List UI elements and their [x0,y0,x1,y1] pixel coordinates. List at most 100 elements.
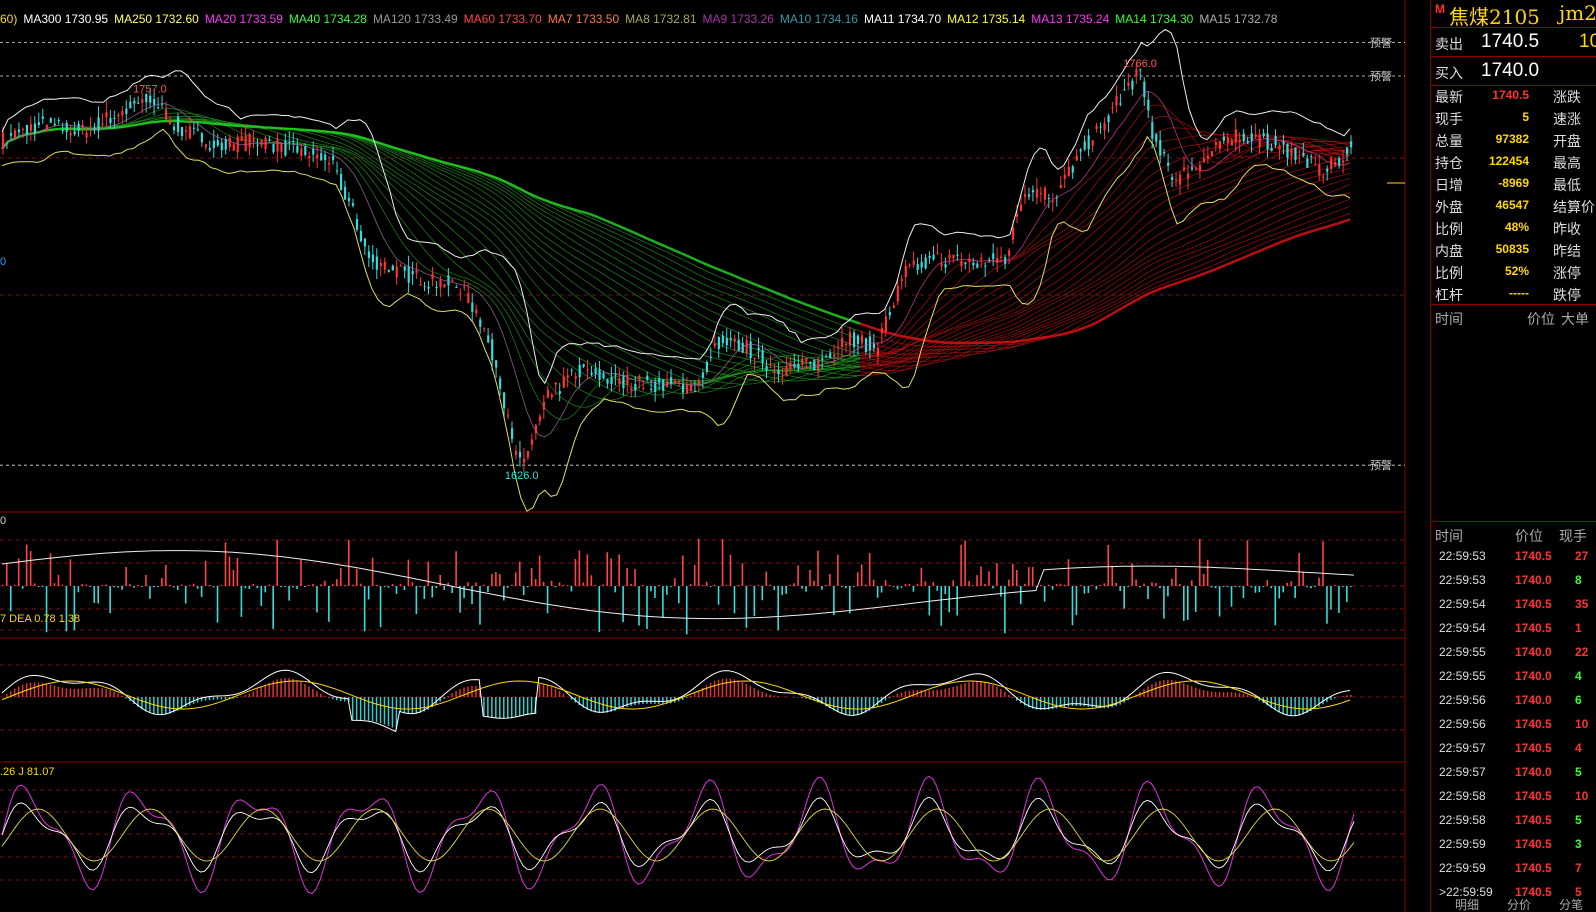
candle-body [495,360,498,368]
macd-bar [1075,697,1078,706]
volume-bar [141,586,143,588]
volume-bar [510,584,513,586]
volume-bar [1238,586,1241,588]
tick-list[interactable]: 22:59:53 1740.5 27 22:59:53 1740.0 8 22:59:54 1… [1431,544,1596,904]
macd-bar [304,684,306,697]
tick-price: 1740.0 [1515,765,1552,779]
candle-body [320,153,323,161]
macd-bar [359,697,362,720]
tab-1[interactable]: 分价 [1507,898,1532,912]
volume-bar [363,586,366,632]
ma-line [860,115,1351,359]
volume-bar [733,586,736,614]
candle-body [1119,103,1122,105]
sell-row[interactable]: 卖出 1740.5 10 [1431,28,1596,57]
macd-bar [646,697,648,704]
candle-body [602,373,605,379]
tick-qty: 5 [1575,765,1582,779]
macd-bar [284,678,286,697]
macd-bar [582,697,585,708]
volume-bar [89,586,92,588]
macd-bar [1179,681,1181,697]
macd-bar [666,697,668,704]
macd-bar [737,680,740,697]
volume-bar [69,559,72,586]
quote-label-2: 跌停 [1553,287,1581,303]
macd-bar [165,697,167,715]
candle-body [904,265,907,278]
candle-body [220,142,223,151]
volume-bar [650,586,652,592]
tab-0[interactable]: 明细 [1455,898,1480,912]
volume-bar [972,584,974,586]
instrument-header[interactable]: M 焦煤2105 jm21 [1431,0,1596,29]
volume-bar [1294,586,1296,599]
quote-panel: M 焦煤2105 jm21 卖出 1740.5 10 买入 1740.0 最新 1… [1430,0,1596,912]
tick-time: >22:59:59 [1439,885,1493,899]
volume-bar [296,586,298,589]
volume-bar [1027,567,1030,586]
ma-line [860,184,1351,363]
macd-bar [33,682,36,697]
candle-body [1091,140,1094,146]
macd-bar [642,697,644,704]
macd-bar [97,687,99,697]
macd-bar [892,695,895,697]
candle-body [785,366,788,376]
candle-body [332,156,335,161]
candle-body [654,381,657,392]
candle-body [717,336,720,350]
candle-body [153,98,156,106]
volume-bar [781,586,783,596]
candle-body [594,368,597,374]
ma-legend-item: MA15 1732.78 [1199,12,1278,26]
candle-body [988,259,991,261]
macd-bar [487,697,489,717]
macd-bar [586,697,589,710]
macd-bar [813,697,815,701]
macd-bar [371,697,374,722]
macd-bar [701,687,704,697]
macd-bar [1334,697,1336,699]
candle-body [797,363,800,369]
quote-value: 1740.5 [1492,88,1529,102]
macd-bar [169,697,171,714]
volume-bar [888,585,891,586]
candle-body [9,133,13,136]
volume-bar [1218,586,1221,617]
macd-bar [85,688,88,697]
macd-bar [860,697,863,715]
volume-bar [1171,578,1173,586]
candle-body [777,370,780,375]
volume-bar [25,544,28,586]
macd-bar [713,681,716,697]
macd-bar [888,697,891,699]
macd-bar [399,697,402,713]
buy-row[interactable]: 买入 1740.0 [1431,57,1596,86]
tick-row: 22:59:56 1740.5 10 [1431,712,1596,736]
quote-label: 持仓 [1435,155,1463,171]
macd-bar [757,690,760,697]
volume-bar [1334,584,1336,586]
macd-bar [976,680,978,697]
ma-line [1,120,860,394]
candle-body [37,122,40,125]
macd-bar [1012,697,1014,698]
candle-body [829,353,832,358]
volume-bar [85,584,88,586]
quote-row: 日增 -8969 最低 [1431,172,1596,194]
tick-row: 22:59:55 1740.0 22 [1431,640,1596,664]
macd-bar [5,694,8,697]
candle-body [1262,133,1265,136]
volume-bar [884,580,887,586]
candle-body [813,359,816,371]
ma-legend-item: MA300 1730.95 [23,12,109,26]
volume-bar [793,583,795,586]
volume-bar [145,574,147,586]
ma-line [860,135,1351,360]
candle-body [145,93,148,103]
volume-bar [1155,583,1157,586]
tab-2[interactable]: 分笔 [1559,898,1584,912]
alert-label: 预警 [1370,35,1392,49]
